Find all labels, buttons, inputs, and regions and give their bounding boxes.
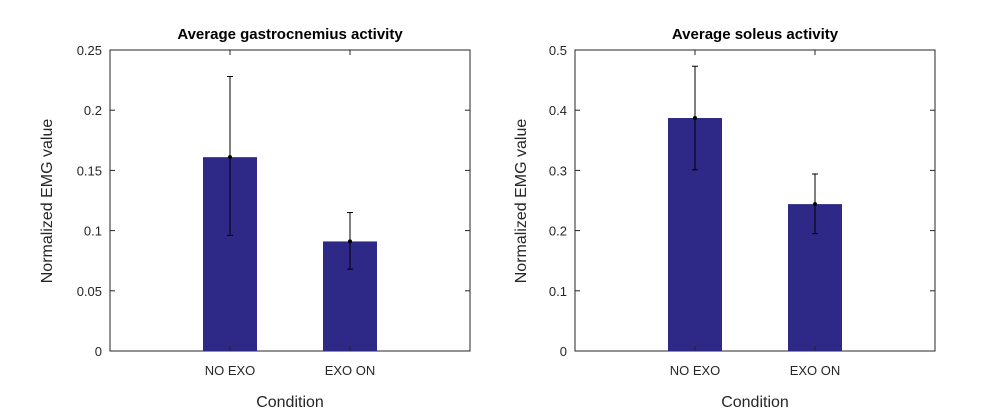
y-tick-label: 0.05 xyxy=(77,284,102,299)
y-tick-label: 0.2 xyxy=(549,224,567,239)
x-tick-label: EXO ON xyxy=(325,363,376,378)
x-axis-label: Condition xyxy=(721,394,789,411)
y-axis-label: Normalized EMG value xyxy=(513,119,530,284)
plot-area xyxy=(574,49,936,352)
y-tick-label: 0 xyxy=(95,344,102,359)
x-axis-label: Condition xyxy=(256,394,324,411)
y-tick-label: 0.1 xyxy=(549,284,567,299)
y-tick-label: 0.2 xyxy=(84,103,102,118)
x-tick-label: NO EXO xyxy=(670,363,721,378)
soleus-chart: Average soleus activity Normalized EMG v… xyxy=(513,26,936,411)
y-tick-label: 0.25 xyxy=(77,43,102,58)
x-tick-label: NO EXO xyxy=(205,363,256,378)
mean-marker xyxy=(693,116,697,121)
mean-marker xyxy=(228,155,232,160)
chart-title: Average soleus activity xyxy=(672,26,839,43)
mean-marker xyxy=(813,202,817,207)
y-tick-label: 0.5 xyxy=(549,43,567,58)
y-tick-label: 0.1 xyxy=(84,224,102,239)
y-tick-label: 0.15 xyxy=(77,163,102,178)
y-axis-label: Normalized EMG value xyxy=(39,119,56,284)
y-tick-label: 0.3 xyxy=(549,163,567,178)
chart-title: Average gastrocnemius activity xyxy=(177,26,403,43)
x-tick-label: EXO ON xyxy=(790,363,841,378)
gastrocnemius-chart: Average gastrocnemius activity Normalize… xyxy=(39,26,471,411)
y-tick-label: 0.4 xyxy=(549,103,567,118)
plot-area xyxy=(109,49,471,352)
y-tick-label: 0 xyxy=(560,344,567,359)
mean-marker xyxy=(348,239,352,244)
